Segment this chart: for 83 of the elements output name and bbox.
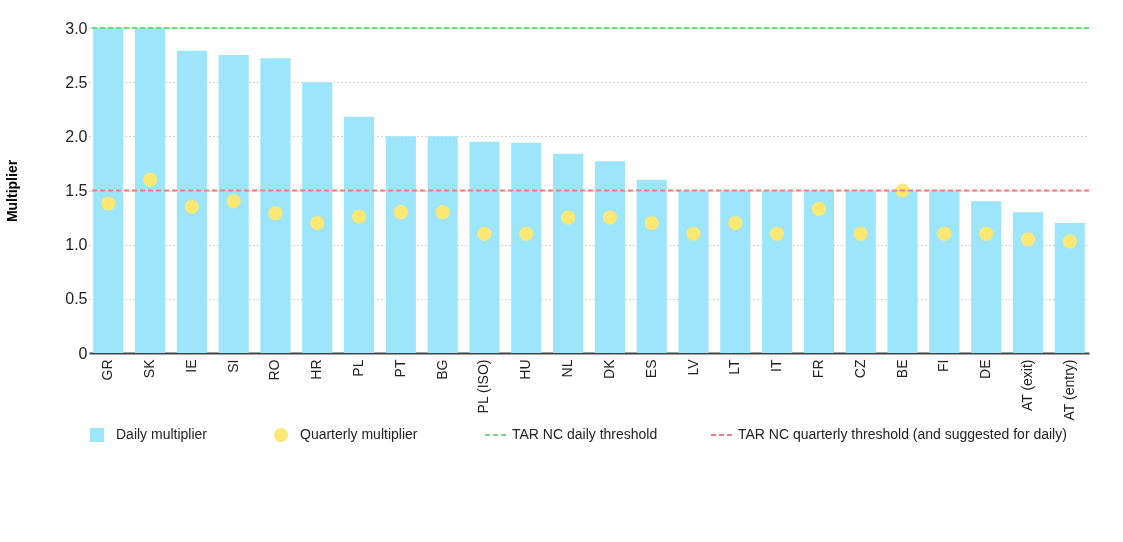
y-tick-label: 0.5 (65, 290, 88, 308)
point (435, 205, 450, 220)
point (979, 226, 994, 241)
bar (344, 116, 375, 353)
bar (176, 50, 207, 353)
point (770, 226, 785, 241)
point (686, 226, 701, 241)
bar (427, 136, 458, 353)
point (226, 194, 241, 209)
bar (511, 142, 542, 353)
bar (636, 179, 667, 353)
x-tick-label: PL (350, 359, 367, 377)
x-tick-label: PT (391, 359, 408, 378)
x-tick-label: FR (809, 359, 826, 379)
bar (218, 55, 249, 353)
point (393, 205, 408, 220)
bar (1054, 223, 1085, 353)
bar (929, 190, 960, 353)
bar (887, 190, 918, 353)
x-tick-label: BG (433, 359, 450, 380)
y-tick-label: 1.5 (65, 182, 88, 199)
point (602, 210, 617, 225)
bar (385, 136, 416, 353)
y-tick-label: 0 (78, 344, 88, 362)
point (1020, 232, 1036, 247)
bar (469, 141, 500, 353)
point (142, 172, 158, 187)
x-tick-label: GR (99, 359, 116, 381)
point (101, 196, 116, 211)
point (268, 206, 283, 221)
x-tick-label: CZ (851, 359, 868, 379)
y-tick-label: 2.0 (65, 127, 88, 145)
point (1062, 234, 1077, 249)
bar (553, 153, 584, 353)
x-tick-label: NL (559, 359, 576, 378)
x-tick-label: DK (600, 358, 617, 379)
bar (260, 58, 291, 353)
x-tick-label: SK (141, 358, 158, 379)
bar (845, 190, 876, 353)
point (728, 215, 743, 231)
x-tick-label: HU (517, 359, 534, 380)
legend-label: TAR NC quarterly threshold (and suggested for daily) (738, 426, 1067, 442)
y-tick-label: 3.0 (65, 19, 88, 37)
legend-label: Quarterly multiplier (300, 426, 418, 442)
bar (93, 28, 124, 353)
x-tick-label: HR (308, 359, 325, 380)
bar (594, 161, 625, 353)
point (561, 210, 576, 225)
x-tick-label: FI (935, 359, 952, 372)
bar (762, 190, 793, 353)
bar (803, 190, 834, 353)
y-tick-label: 1.0 (65, 236, 88, 254)
point (853, 226, 868, 241)
bar (302, 82, 333, 353)
point (644, 215, 659, 231)
point (519, 226, 534, 241)
bar (720, 190, 751, 353)
x-tick-label: IT (768, 359, 785, 372)
bar (1012, 212, 1044, 353)
point (937, 226, 952, 241)
point (477, 226, 492, 241)
legend-label: TAR NC daily threshold (512, 426, 658, 442)
x-tick-label: RO (266, 359, 283, 381)
point (310, 215, 325, 231)
x-tick-label: PL (ISO) (475, 359, 492, 414)
x-tick-label: SI (224, 359, 241, 373)
x-tick-label: ES (642, 359, 659, 379)
legend-label: Daily multiplier (116, 426, 208, 442)
x-tick-label: AT (exit) (1018, 359, 1035, 412)
bar (134, 28, 166, 353)
x-tick-label: LV (684, 358, 701, 376)
bar (678, 190, 709, 353)
y-axis-title: Multiplier (4, 159, 21, 223)
x-tick-label: BE (893, 359, 910, 379)
x-tick-label: IE (182, 359, 199, 373)
point (352, 209, 367, 224)
x-tick-label: LT (726, 359, 743, 375)
point (184, 199, 199, 214)
y-tick-label: 2.5 (65, 73, 88, 91)
point (811, 201, 826, 216)
bar (971, 201, 1002, 353)
x-tick-label: DE (977, 359, 994, 379)
x-tick-label: AT (entry) (1060, 359, 1077, 421)
